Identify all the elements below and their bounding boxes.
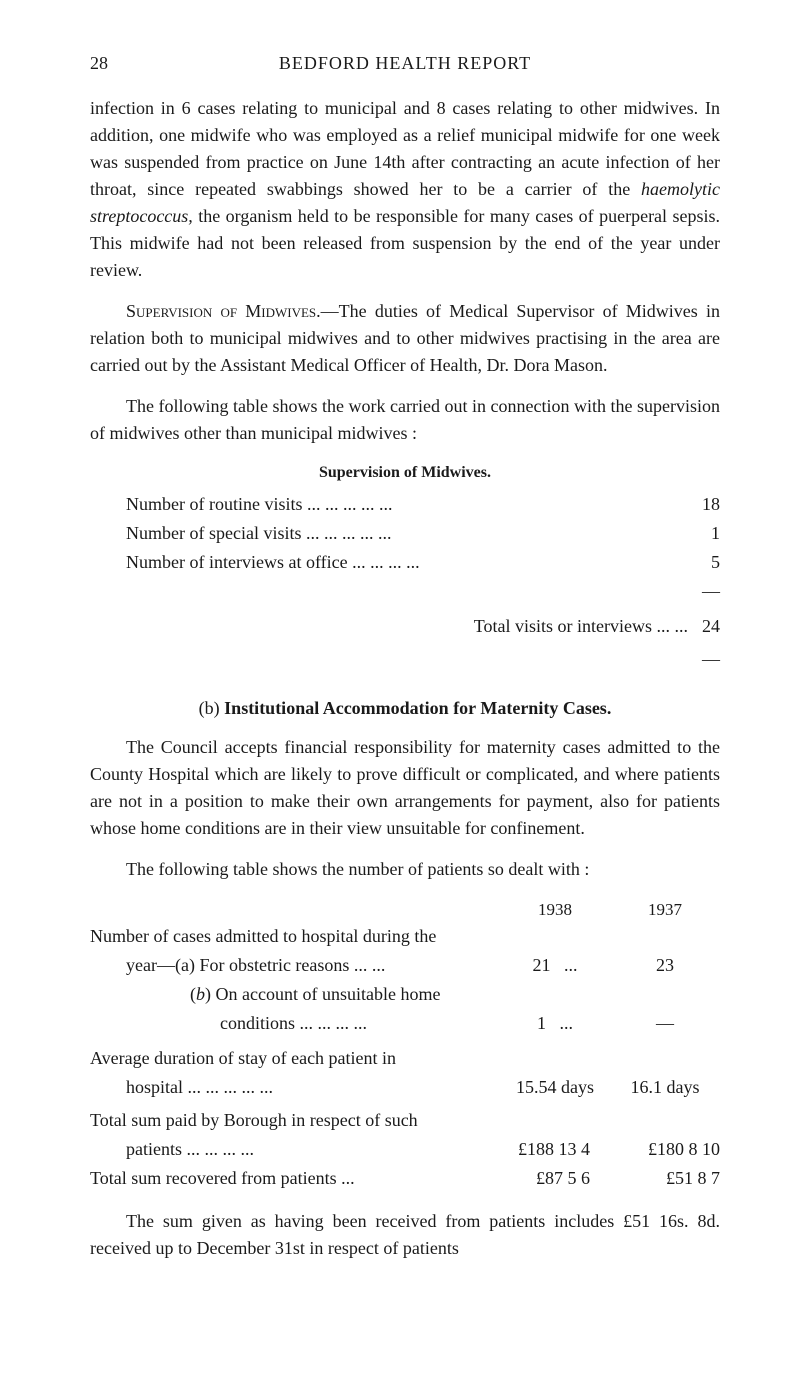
row-avg-val1: 15.54 days	[500, 1074, 610, 1101]
running-head: BEDFORD HEALTH REPORT	[90, 50, 720, 77]
row-rec-val1: £87 5 6	[460, 1165, 590, 1192]
row-cases-label: Number of cases admitted to hospital dur…	[90, 923, 720, 950]
year-1938: 1938	[500, 897, 610, 923]
row-b-italic: b	[196, 984, 205, 1004]
row-avg-label-1: Average duration of stay of each patient…	[90, 1045, 720, 1072]
row-b-label-2: conditions ... ... ... ...	[90, 1010, 500, 1037]
spacer	[126, 613, 474, 640]
dots: ...	[564, 955, 578, 975]
row-sum: patients ... ... ... ... £188 13 4 £180 …	[90, 1136, 720, 1163]
row-a: year—(a) For obstetric reasons ... ... 2…	[90, 952, 720, 979]
paragraph-3: The following table shows the work carri…	[90, 393, 720, 447]
spacer	[90, 897, 500, 923]
year-header-row: 1938 1937	[90, 897, 720, 923]
stat-label: Number of routine visits ... ... ... ...…	[126, 491, 392, 518]
stat-label: Number of interviews at office ... ... .…	[126, 549, 420, 576]
page: 28 BEDFORD HEALTH REPORT infection in 6 …	[0, 0, 800, 1336]
val: 21	[533, 955, 551, 975]
row-a-label: year—(a) For obstetric reasons ... ...	[90, 952, 500, 979]
row-sum-label-1: Total sum paid by Borough in respect of …	[90, 1107, 720, 1134]
stat-row: Number of special visits ... ... ... ...…	[126, 520, 720, 547]
total-value: 24	[688, 613, 720, 640]
val: 1	[537, 1013, 546, 1033]
stat-value: 18	[688, 491, 720, 518]
section-b-label: (b)	[199, 698, 220, 718]
stat-row: Number of interviews at office ... ... .…	[126, 549, 720, 576]
dots: ...	[560, 1013, 574, 1033]
row-b-label-1: (b) On account of unsuitable home	[90, 981, 720, 1008]
paragraph-5: The following table shows the number of …	[90, 856, 720, 883]
stat-dots	[420, 549, 688, 576]
row-avg-val2: 16.1 days	[610, 1074, 720, 1101]
paragraph-2: Supervision of Midwives.—The duties of M…	[90, 298, 720, 379]
row-a-val1: 21 ...	[500, 952, 610, 979]
stat-dots	[391, 520, 688, 547]
total-label: Total visits or interviews ... ...	[474, 613, 688, 640]
rule-dash: —	[126, 578, 720, 605]
row-sum-val2: £180 8 10	[590, 1136, 720, 1163]
stat-row: Number of routine visits ... ... ... ...…	[126, 491, 720, 518]
stat-value: 5	[688, 549, 720, 576]
supervision-heading: Supervision of Midwives.	[90, 461, 720, 485]
para1-text-a: infection in 6 cases relating to municip…	[90, 98, 720, 199]
paragraph-1: infection in 6 cases relating to municip…	[90, 95, 720, 284]
row-sum-val1: £188 13 4	[460, 1136, 590, 1163]
rule-block: —	[90, 646, 720, 673]
row-b: conditions ... ... ... ... 1 ... —	[90, 1010, 720, 1037]
stat-dots	[392, 491, 688, 518]
stat-value: 1	[688, 520, 720, 547]
supervision-table: Number of routine visits ... ... ... ...…	[90, 491, 720, 605]
year-1937: 1937	[610, 897, 720, 923]
row-avg: hospital ... ... ... ... ... 15.54 days …	[90, 1074, 720, 1101]
row-sum-label-2: patients ... ... ... ...	[90, 1136, 460, 1163]
stat-label: Number of special visits ... ... ... ...…	[126, 520, 391, 547]
row-avg-label-2: hospital ... ... ... ... ...	[90, 1074, 500, 1101]
section-b-title: Institutional Accommodation for Maternit…	[224, 698, 611, 718]
row-b-val2: —	[610, 1010, 720, 1037]
row-rec-label: Total sum recovered from patients ...	[90, 1165, 460, 1192]
paragraph-4: The Council accepts financial responsibi…	[90, 734, 720, 842]
paragraph-6: The sum given as having been received fr…	[90, 1208, 720, 1262]
row-b-val1: 1 ...	[500, 1010, 610, 1037]
data-table: Number of cases admitted to hospital dur…	[90, 923, 720, 1192]
row-a-val2: 23	[610, 952, 720, 979]
section-b-heading: (b) Institutional Accommodation for Mate…	[90, 695, 720, 722]
para2-smallcaps: Supervision of Midwives.	[126, 301, 321, 321]
row-recovered: Total sum recovered from patients ... £8…	[90, 1165, 720, 1192]
rule-dash: —	[126, 646, 720, 673]
header-row: 28 BEDFORD HEALTH REPORT	[90, 50, 720, 77]
row-rec-val2: £51 8 7	[590, 1165, 720, 1192]
total-row: Total visits or interviews ... ... 24	[90, 613, 720, 640]
